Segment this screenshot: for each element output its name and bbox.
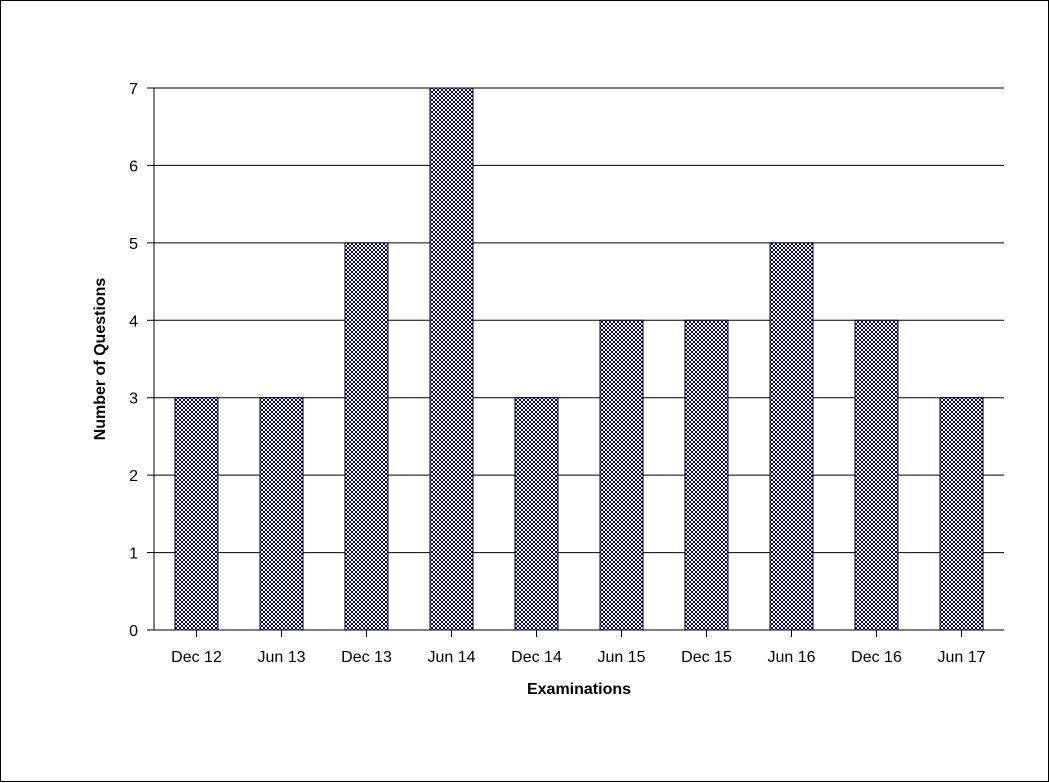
x-tick-label: Jun 15: [597, 649, 645, 666]
y-tick-label: 7: [129, 81, 138, 98]
bar: [685, 320, 728, 630]
x-tick-label: Jun 13: [257, 649, 305, 666]
bars: [175, 88, 983, 630]
y-tick-label: 2: [129, 468, 138, 485]
x-tick-label: Jun 14: [427, 649, 475, 666]
x-tick-label: Dec 14: [511, 649, 562, 666]
y-tick-label: 1: [129, 546, 138, 563]
y-tick-label: 0: [129, 623, 138, 640]
y-tick-labels: 0 1 2 3 4 5 6 7: [129, 81, 154, 640]
y-tick-label: 5: [129, 236, 138, 253]
bar: [515, 398, 558, 630]
bar: [430, 88, 473, 630]
x-tick-label: Dec 12: [171, 649, 222, 666]
y-axis-title: Number of Questions: [92, 278, 109, 441]
x-tick-label: Dec 13: [341, 649, 392, 666]
x-tick-label: Jun 17: [937, 649, 985, 666]
x-tick-label: Dec 16: [851, 649, 902, 666]
bar: [940, 398, 983, 630]
y-tick-label: 3: [129, 391, 138, 408]
bar: [600, 320, 643, 630]
bar: [855, 320, 898, 630]
x-tick-labels: Dec 12 Jun 13 Dec 13 Jun 14 Dec 14 Jun 15 Dec …: [171, 630, 985, 666]
y-tick-label: 4: [129, 313, 138, 330]
x-axis-title: Examinations: [527, 681, 631, 698]
bar: [345, 243, 388, 630]
x-tick-label: Dec 15: [681, 649, 732, 666]
bar: [260, 398, 303, 630]
bar: [770, 243, 813, 630]
bar: [175, 398, 218, 630]
x-tick-label: Jun 16: [767, 649, 815, 666]
y-tick-label: 6: [129, 158, 138, 175]
